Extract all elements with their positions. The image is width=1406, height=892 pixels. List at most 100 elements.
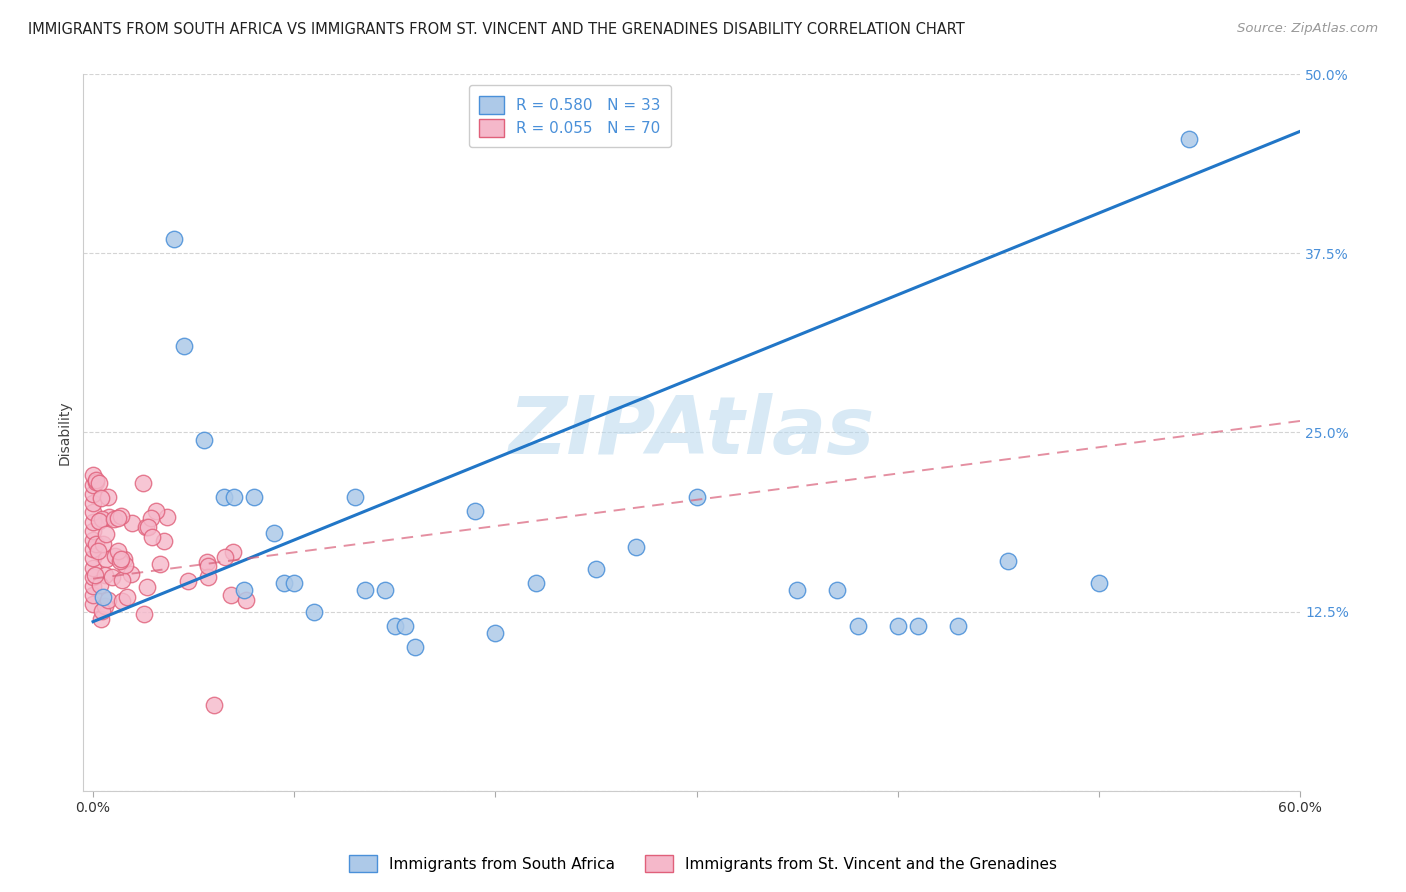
Point	[111, 594, 134, 608]
Point	[110, 552, 132, 566]
Text: ZIPAtlas: ZIPAtlas	[509, 393, 875, 472]
Point	[136, 520, 159, 534]
Point	[273, 576, 295, 591]
Point	[232, 583, 254, 598]
Point	[90, 611, 112, 625]
Point	[117, 591, 139, 605]
Point	[110, 509, 132, 524]
Point	[162, 232, 184, 246]
Point	[84, 537, 107, 551]
Point	[107, 544, 129, 558]
Legend: R = 0.580   N = 33, R = 0.055   N = 70: R = 0.580 N = 33, R = 0.055 N = 70	[468, 86, 671, 147]
Point	[1088, 576, 1111, 591]
Point	[120, 567, 142, 582]
Point	[91, 512, 114, 526]
Point	[87, 544, 110, 558]
Point	[97, 490, 120, 504]
Point	[685, 490, 707, 504]
Point	[141, 511, 163, 525]
Point	[82, 570, 104, 584]
Point	[394, 619, 416, 633]
Point	[111, 573, 134, 587]
Point	[82, 487, 104, 501]
Point	[90, 491, 112, 505]
Text: Source: ZipAtlas.com: Source: ZipAtlas.com	[1237, 22, 1378, 36]
Point	[134, 607, 156, 621]
Point	[173, 339, 195, 353]
Point	[404, 640, 426, 655]
Point	[177, 574, 200, 589]
Point	[484, 626, 506, 640]
Point	[87, 476, 110, 491]
Point	[136, 580, 159, 594]
Point	[101, 570, 124, 584]
Point	[343, 490, 366, 504]
Point	[107, 511, 129, 525]
Point	[82, 598, 104, 612]
Point	[82, 579, 104, 593]
Point	[97, 593, 120, 607]
Point	[149, 558, 172, 572]
Point	[96, 526, 118, 541]
Point	[384, 619, 406, 633]
Point	[193, 433, 215, 447]
Point	[153, 534, 176, 549]
Point	[82, 542, 104, 557]
Point	[304, 605, 326, 619]
Point	[283, 576, 305, 591]
Point	[464, 504, 486, 518]
Point	[84, 474, 107, 488]
Point	[197, 570, 219, 584]
Point	[87, 514, 110, 528]
Point	[91, 536, 114, 550]
Point	[222, 545, 245, 559]
Point	[195, 555, 218, 569]
Y-axis label: Disability: Disability	[58, 401, 72, 465]
Point	[93, 567, 115, 582]
Point	[110, 554, 132, 568]
Text: IMMIGRANTS FROM SOUTH AFRICA VS IMMIGRANTS FROM ST. VINCENT AND THE GRENADINES D: IMMIGRANTS FROM SOUTH AFRICA VS IMMIGRAN…	[28, 22, 965, 37]
Point	[82, 533, 104, 547]
Point	[82, 496, 104, 510]
Point	[132, 475, 155, 490]
Point	[82, 524, 104, 538]
Point	[156, 510, 179, 524]
Point	[89, 578, 111, 592]
Point	[114, 558, 136, 573]
Point	[997, 554, 1019, 568]
Point	[82, 588, 104, 602]
Point	[1178, 131, 1201, 145]
Point	[624, 540, 647, 554]
Point	[235, 593, 257, 607]
Point	[786, 583, 808, 598]
Point	[846, 619, 869, 633]
Point	[82, 515, 104, 529]
Point	[887, 619, 910, 633]
Point	[82, 477, 104, 491]
Point	[82, 551, 104, 566]
Point	[91, 604, 114, 618]
Point	[243, 490, 266, 504]
Point	[145, 504, 167, 518]
Point	[91, 591, 114, 605]
Point	[214, 550, 236, 565]
Point	[202, 698, 225, 712]
Point	[94, 599, 117, 613]
Point	[94, 552, 117, 566]
Point	[263, 525, 285, 540]
Point	[221, 588, 243, 602]
Point	[112, 552, 135, 566]
Point	[524, 576, 547, 591]
Point	[84, 567, 107, 582]
Point	[585, 561, 607, 575]
Point	[353, 583, 375, 598]
Point	[374, 583, 396, 598]
Point	[212, 490, 235, 504]
Point	[103, 512, 125, 526]
Point	[82, 468, 104, 483]
Point	[82, 560, 104, 574]
Point	[197, 558, 219, 573]
Point	[946, 619, 969, 633]
Point	[121, 516, 143, 530]
Point	[84, 475, 107, 489]
